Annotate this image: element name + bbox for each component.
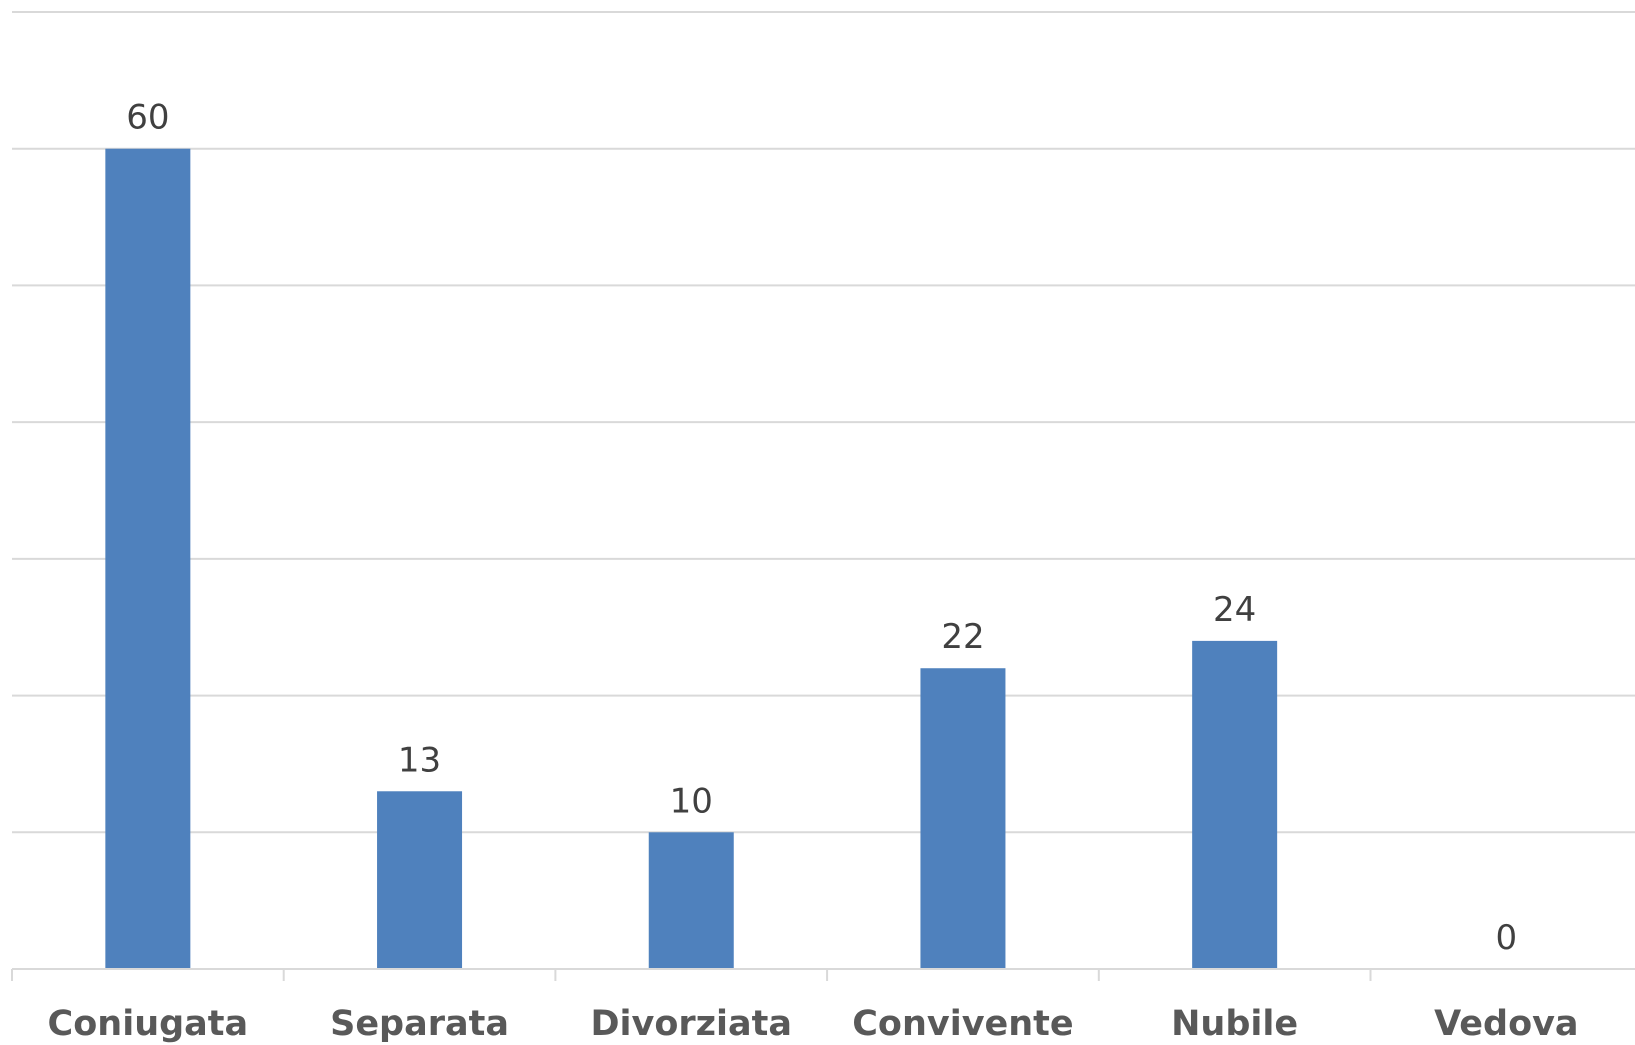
category-label-vedova: Vedova xyxy=(1434,1004,1578,1044)
bar-convivente xyxy=(920,668,1006,969)
data-label-separata: 13 xyxy=(398,740,441,780)
data-label-convivente: 22 xyxy=(941,617,984,657)
category-label-convivente: Convivente xyxy=(852,1004,1073,1044)
category-label-nubile: Nubile xyxy=(1171,1004,1298,1044)
gridlines xyxy=(12,11,1635,834)
bars xyxy=(105,148,1278,969)
category-label-divorziata: Divorziata xyxy=(590,1004,792,1044)
category-labels: Coniugata Separata Divorziata Convivente Nub… xyxy=(48,1004,1579,1044)
data-label-coniugata: 60 xyxy=(126,98,169,138)
data-label-nubile: 24 xyxy=(1213,590,1256,630)
bar-separata xyxy=(377,791,463,969)
category-label-separata: Separata xyxy=(330,1004,509,1044)
category-label-coniugata: Coniugata xyxy=(48,1004,249,1044)
data-labels: 60 13 10 22 24 0 xyxy=(126,98,1517,958)
data-label-vedova: 0 xyxy=(1496,918,1518,958)
bar-coniugata xyxy=(105,148,191,969)
data-label-divorziata: 10 xyxy=(670,781,713,821)
bar-divorziata xyxy=(648,832,734,969)
x-axis xyxy=(11,968,1635,981)
bar-nubile xyxy=(1192,640,1278,969)
